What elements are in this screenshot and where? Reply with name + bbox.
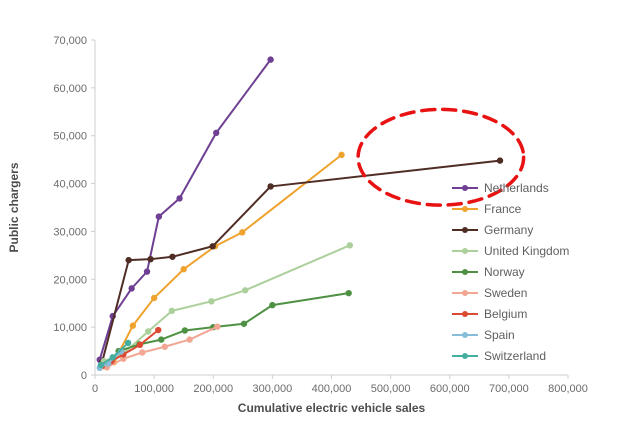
legend-marker-norway: [462, 269, 468, 275]
series-point-norway: [345, 289, 352, 297]
series-germany: [98, 157, 504, 366]
y-tick-label: 50,000: [53, 131, 87, 143]
legend-item-united-kingdom: United Kingdom: [452, 244, 569, 258]
series-point-germany: [169, 253, 176, 260]
legend-label-belgium: Belgium: [484, 307, 527, 321]
series-point-france: [239, 229, 246, 236]
legend-marker-germany: [462, 227, 468, 233]
series-point-belgium: [155, 326, 162, 334]
x-tick-label: 0: [92, 383, 98, 395]
series-point-france: [150, 294, 158, 302]
legend-label-united-kingdom: United Kingdom: [484, 244, 569, 258]
series-norway: [115, 289, 352, 355]
x-tick-label: 800,000: [548, 383, 588, 395]
series-point-switzerland: [97, 361, 105, 369]
x-tick-label: 200,000: [193, 383, 233, 395]
series-point-sweden: [186, 336, 193, 343]
series-point-norway: [181, 327, 189, 334]
legend-item-germany: Germany: [452, 223, 533, 237]
series-point-france: [129, 322, 137, 329]
legend-item-sweden: Sweden: [452, 286, 527, 300]
series-point-belgium: [136, 341, 144, 349]
legend-item-france: France: [452, 202, 522, 216]
legend-label-switzerland: Switzerland: [484, 349, 546, 363]
series-point-netherlands: [176, 195, 183, 202]
series-point-netherlands: [143, 268, 151, 275]
series-point-germany: [125, 256, 132, 264]
series-point-norway: [269, 301, 276, 309]
x-tick-label: 500,000: [371, 383, 411, 395]
series-point-sweden: [139, 349, 146, 356]
x-tick-label: 600,000: [430, 383, 470, 395]
x-tick-label: 300,000: [252, 383, 292, 395]
series-point-netherlands: [267, 56, 274, 63]
y-tick-label: 10,000: [53, 322, 87, 334]
legend-label-norway: Norway: [484, 265, 525, 279]
series-point-germany: [147, 255, 154, 263]
series-point-germany: [209, 243, 216, 250]
x-tick-label: 100,000: [134, 383, 174, 395]
series-point-germany: [496, 157, 504, 164]
legend-label-france: France: [484, 202, 522, 216]
legend-item-norway: Norway: [452, 265, 525, 279]
series-point-germany: [267, 183, 274, 190]
y-tick-label: 40,000: [53, 179, 87, 191]
legend-marker-switzerland: [462, 353, 468, 359]
legend-item-belgium: Belgium: [452, 307, 527, 321]
series-point-sweden: [214, 323, 221, 330]
series-point-united-kingdom: [241, 287, 249, 294]
series-point-netherlands: [213, 129, 220, 137]
y-tick-label: 60,000: [53, 83, 87, 95]
series-point-united-kingdom: [168, 307, 176, 315]
legend-marker-france: [462, 206, 468, 212]
legend-marker-netherlands: [462, 185, 468, 191]
series-point-united-kingdom: [208, 298, 215, 305]
legend-marker-belgium: [462, 311, 468, 317]
annotation-ellipse: [356, 107, 526, 207]
legend-marker-united-kingdom: [462, 248, 468, 254]
series-point-united-kingdom: [145, 328, 152, 335]
y-tick-label: 70,000: [53, 35, 87, 47]
legend-marker-sweden: [462, 290, 468, 296]
series-point-netherlands: [128, 285, 135, 292]
legend-label-germany: Germany: [484, 223, 533, 237]
legend-item-spain: Spain: [452, 328, 515, 342]
legend-label-netherlands: Netherlands: [484, 181, 549, 195]
series-point-united-kingdom: [346, 242, 354, 249]
series-line-germany: [101, 159, 502, 364]
series-point-norway: [158, 336, 165, 343]
legend-item-switzerland: Switzerland: [452, 349, 546, 363]
series-line-netherlands: [98, 58, 272, 361]
y-tick-label: 0: [81, 370, 87, 382]
legend-item-netherlands: Netherlands: [452, 181, 549, 195]
series-point-sweden: [161, 343, 168, 350]
y-axis-title: Public chargers: [7, 162, 21, 252]
legend-label-sweden: Sweden: [484, 286, 527, 300]
x-tick-label: 400,000: [312, 383, 352, 395]
x-tick-label: 700,000: [489, 383, 529, 395]
series-point-netherlands: [155, 213, 163, 220]
series-point-france: [180, 266, 187, 273]
series-point-norway: [240, 320, 248, 327]
series-switzerland: [97, 339, 132, 369]
y-tick-label: 30,000: [53, 226, 87, 238]
series-point-switzerland: [109, 354, 116, 361]
legend-label-spain: Spain: [484, 328, 515, 342]
y-tick-label: 20,000: [53, 274, 87, 286]
chart-legend: Netherlands France Germany United Kingdom No…: [452, 181, 569, 363]
series-line-norway: [117, 292, 350, 353]
legend-marker-spain: [462, 332, 468, 338]
series-point-switzerland: [124, 339, 132, 347]
series-point-france: [338, 151, 345, 159]
x-axis-title: Cumulative electric vehicle sales: [238, 401, 426, 415]
